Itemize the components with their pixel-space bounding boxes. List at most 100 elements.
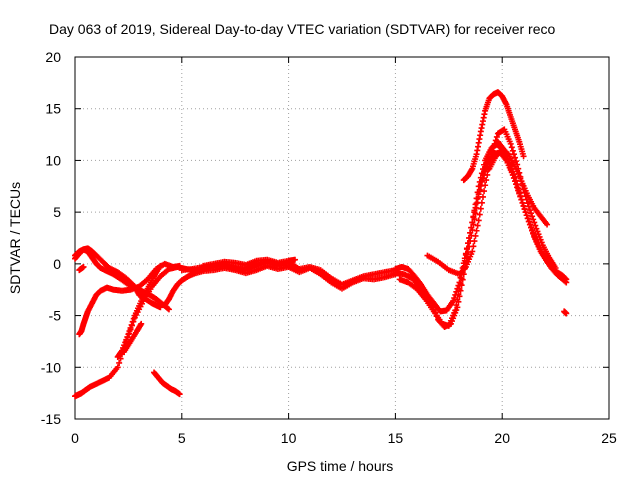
data-point (552, 264, 559, 271)
data-point (525, 218, 532, 225)
data-point (479, 193, 486, 200)
data-point (130, 315, 137, 322)
data-point (470, 243, 477, 250)
data-point (450, 298, 457, 305)
y-tick-label: -10 (41, 359, 61, 375)
data-point (138, 320, 145, 327)
data-point (478, 199, 485, 206)
x-tick-label: 25 (601, 430, 617, 446)
data-point (512, 178, 519, 185)
data-point (528, 210, 535, 217)
data-point (471, 209, 478, 216)
data-point (164, 305, 171, 312)
data-point (114, 364, 121, 371)
data-point (521, 206, 528, 213)
data-point (482, 168, 489, 175)
data-point (466, 235, 473, 241)
series-track-q (460, 89, 527, 184)
y-axis-label: SDTVAR / TECUs (7, 182, 23, 294)
data-point (451, 294, 458, 301)
y-tick-label: -5 (49, 308, 62, 324)
data-point (526, 207, 533, 214)
data-point (510, 151, 517, 158)
series-track-s (561, 308, 570, 317)
data-point (176, 391, 183, 398)
data-point (455, 291, 462, 298)
data-point (490, 144, 497, 151)
y-tick-label: 20 (45, 49, 61, 65)
data-point (477, 205, 484, 212)
data-point (560, 276, 567, 283)
data-point (530, 216, 537, 223)
data-point (80, 263, 87, 270)
y-tick-label: 15 (45, 101, 61, 117)
data-point (470, 214, 477, 221)
data-point (507, 140, 514, 147)
x-tick-label: 20 (494, 430, 510, 446)
data-point (514, 184, 521, 191)
data-point (463, 246, 470, 253)
plot-frame (74, 56, 610, 420)
data-point (473, 227, 480, 234)
data-point (528, 224, 535, 231)
data-point (478, 178, 485, 185)
data-point (462, 251, 469, 258)
data-point (129, 318, 136, 325)
data-point (479, 175, 486, 182)
data-point (467, 229, 474, 236)
data-point (488, 151, 495, 158)
y-tick-label: 10 (45, 152, 61, 168)
data-point (453, 302, 460, 309)
data-point (475, 217, 482, 224)
x-tick-label: 0 (71, 430, 79, 446)
data-point (116, 359, 123, 366)
data-point (165, 306, 172, 313)
data-point (472, 232, 479, 239)
series-track-l (200, 256, 299, 269)
y-tick-label: -15 (41, 411, 61, 427)
data-point (519, 199, 526, 206)
data-point (469, 219, 476, 226)
data-point (476, 186, 483, 193)
x-axis-label: GPS time / hours (287, 458, 394, 474)
data-point (487, 156, 494, 163)
data-point (492, 137, 499, 144)
data-point (509, 171, 516, 178)
series-track-e (76, 263, 87, 274)
data-point (471, 238, 478, 245)
data-point (515, 187, 522, 194)
series-track-f (114, 262, 164, 360)
data-point (518, 196, 525, 203)
data-point (485, 166, 492, 173)
data-point (483, 177, 490, 184)
data-point (529, 213, 536, 220)
x-tick-label: 15 (388, 430, 404, 446)
chart-title: Day 063 of 2019, Sidereal Day-to-day VTE… (49, 21, 555, 37)
y-tick-label: 0 (53, 256, 61, 272)
data-point (508, 144, 515, 151)
x-tick-label: 5 (178, 430, 186, 446)
data-point (563, 310, 570, 317)
data-point (513, 181, 520, 188)
data-point (468, 224, 475, 231)
data-point (472, 204, 479, 211)
data-point (531, 219, 538, 226)
data-point (516, 190, 523, 197)
data-point (526, 221, 533, 228)
data-point (544, 221, 551, 228)
data-point (474, 195, 481, 202)
axis-ticks: 0 5 10 15 20 25 -15 -10 -5 0 5 10 15 20 (41, 49, 617, 446)
data-points (72, 89, 570, 400)
data-point (457, 280, 464, 287)
data-point (510, 175, 517, 182)
data-point (452, 307, 459, 314)
data-point (476, 211, 483, 218)
data-point (456, 286, 463, 293)
data-point (127, 324, 134, 331)
data-point (461, 257, 468, 264)
x-tick-label: 10 (281, 430, 297, 446)
grid-lines (75, 57, 609, 419)
data-point (520, 153, 527, 160)
data-point (489, 147, 496, 154)
data-point (517, 193, 524, 200)
